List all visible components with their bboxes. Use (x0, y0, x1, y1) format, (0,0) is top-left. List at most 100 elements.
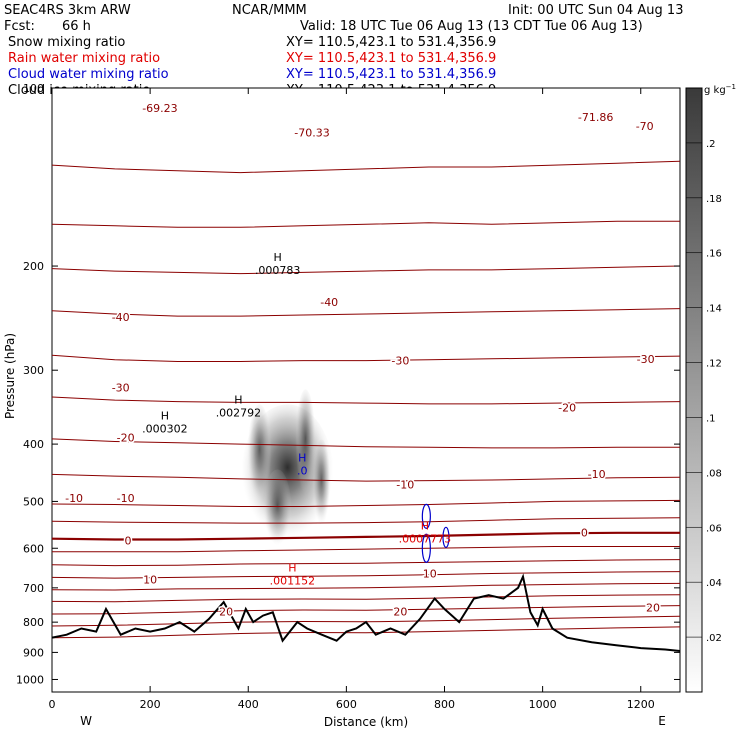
cloud-water-contour (421, 503, 431, 529)
maximum-marker: H (234, 393, 242, 406)
legend-entry-xy: XY= 110.5,423.1 to 531.4,356.9 (286, 51, 496, 66)
x-tick-label: 0 (49, 698, 56, 711)
contour-label: -10 (588, 468, 606, 481)
temperature-contour-line (52, 626, 680, 639)
terrain-line (52, 573, 680, 652)
colorbar-tick-label: .16 (706, 249, 722, 260)
temperature-contour-line (52, 354, 680, 362)
contour-label: -10 (117, 492, 135, 505)
contour-label: 10 (423, 568, 437, 581)
colorbar-tick-label: .18 (706, 194, 722, 205)
contour-label: -10 (396, 478, 414, 491)
colorbar-tick-label: .12 (706, 359, 722, 370)
legend-entry-name: Snow mixing ratio (8, 35, 125, 50)
maximum-value: .000783 (255, 264, 301, 277)
colorbar (685, 87, 703, 693)
temperature-contour-line (52, 582, 680, 591)
cloud-water-contour (421, 533, 431, 563)
y-tick-label: 200 (23, 260, 44, 273)
maximum-marker: H (421, 520, 429, 533)
y-tick-label: 100 (23, 82, 44, 95)
contour-label: 20 (219, 605, 233, 618)
maximum-value: .000302 (142, 423, 188, 436)
temperature-contour-line (52, 559, 680, 567)
x-tick-label: 600 (336, 698, 357, 711)
colorbar-unit: g kg−1 (704, 83, 736, 96)
distance-axis: 0 200 400 600 800 1000 1200 (49, 88, 655, 711)
maximum-value: .002792 (216, 406, 262, 419)
temperature-contour-line (52, 531, 680, 541)
temperature-contour-line (52, 605, 680, 615)
colorbar-tick-label: .06 (706, 523, 722, 534)
colorbar-tick-label: .2 (706, 139, 716, 150)
contour-label: -20 (558, 402, 576, 415)
contour-label: -70 (636, 120, 654, 133)
y-tick-label: 1000 (16, 673, 44, 686)
maxima-labels: H.000783H.002792H.000302H.0H.0007773H.00… (142, 251, 451, 587)
maximum-marker: H (298, 451, 306, 464)
snow-field-cell (295, 389, 316, 500)
contour-label: -20 (117, 432, 135, 445)
snow-mixing-ratio-field (241, 389, 334, 550)
cloud-water-contours (421, 503, 450, 563)
x-tick-label: 800 (434, 698, 455, 711)
temperature-contour-line (52, 546, 680, 553)
west-end-label: W (80, 714, 92, 728)
snow-field-cell (263, 469, 292, 550)
contour-label: -69.23 (142, 102, 177, 115)
contour-label: -70.33 (294, 127, 329, 140)
contour-label: 0 (125, 534, 132, 547)
temperature-contour-line (52, 265, 680, 275)
y-tick-label: 600 (23, 542, 44, 555)
terrain-profile (52, 573, 680, 652)
colorbar-tick-label: .04 (706, 578, 722, 589)
contour-label: 20 (646, 602, 660, 615)
maximum-value: .0 (297, 464, 308, 477)
maximum-marker: H (274, 251, 282, 264)
temperature-contour-line (52, 308, 680, 317)
colorbar-tick-label: .08 (706, 468, 722, 479)
contour-label: 0 (581, 526, 588, 539)
temperature-contour-line (52, 517, 680, 524)
temperature-contour-line (52, 396, 680, 405)
legend-entry-xy: XY= 110.5,423.1 to 531.4,356.9 (286, 35, 496, 50)
temperature-contour-line (52, 220, 680, 228)
contour-label: 20 (393, 606, 407, 619)
contour-label: -40 (320, 296, 338, 309)
temperature-contour-line (52, 473, 680, 482)
y-tick-label: 500 (23, 495, 44, 508)
x-tick-label: 1200 (627, 698, 655, 711)
contour-labels: -69.23 -70.33 -71.86 -70 -40 -40 -30 -30 -30 -20 -… (64, 100, 662, 620)
contour-label: -71.86 (578, 111, 613, 124)
temperature-contour-line (52, 499, 680, 507)
contour-label: -30 (391, 355, 409, 368)
contour-label: -40 (112, 311, 130, 324)
contour-label: -30 (112, 382, 130, 395)
y-tick-label: 800 (23, 616, 44, 629)
colorbar-tick-label: .1 (706, 413, 716, 424)
temperature-contours (52, 160, 680, 639)
snow-field-cell (312, 439, 331, 530)
maximum-marker: H (161, 410, 169, 423)
temperature-contour-line (52, 438, 680, 449)
legend-entry-name: Rain water mixing ratio (8, 51, 160, 66)
temperature-contour-line (52, 160, 680, 174)
contour-label: -30 (637, 353, 655, 366)
maximum-value: .0007773 (399, 533, 452, 546)
temperature-contour-line (52, 594, 680, 603)
plot-frame (51, 87, 681, 693)
y-tick-label: 300 (23, 364, 44, 377)
legend-entry-xy: XY= 110.5,423.1 to 531.4,356.9 (286, 67, 496, 82)
y-tick-label: 900 (23, 646, 44, 659)
cloud-water-contour (442, 526, 450, 548)
y-tick-label: 700 (23, 582, 44, 595)
y-axis-label: Pressure (hPa) (3, 333, 17, 419)
x-axis-label: Distance (km) (324, 715, 408, 729)
fcst-label: Fcst: (4, 19, 35, 34)
fcst-value: 66 h (62, 19, 91, 34)
model-title: SEAC4RS 3km ARW (4, 3, 131, 18)
y-tick-label: 400 (23, 438, 44, 451)
x-tick-label: 1000 (529, 698, 557, 711)
